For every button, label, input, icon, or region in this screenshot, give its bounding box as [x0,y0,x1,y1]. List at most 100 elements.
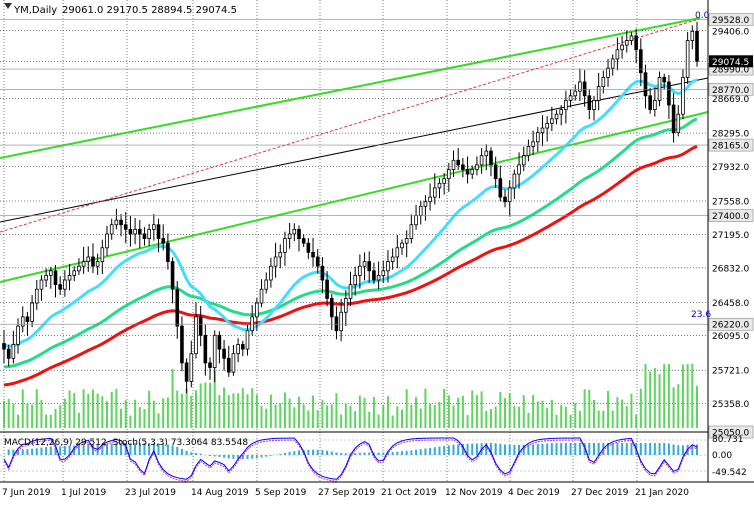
candle-body [447,169,450,178]
volume-bar [443,389,445,428]
volume-bar [232,393,234,428]
candle-body [68,275,71,280]
macd-hist-bar [279,454,281,455]
macd-hist-bar [537,444,539,455]
volume-bar [406,389,408,428]
candle-body [691,31,694,40]
macd-hist-bar [663,443,665,455]
volume-bar [181,394,183,428]
volume-bar [218,395,220,428]
candle-body [166,243,169,261]
candle-body [63,280,66,289]
candle-body [321,266,324,280]
candle-body [349,285,352,299]
macd-hist-bar [359,453,361,455]
volume-bar [612,411,614,428]
volume-bar [8,399,10,428]
volume-bar [195,390,197,428]
y-tick-label: 28295.0 [712,130,749,140]
volume-bar [228,395,230,428]
volume-bar [223,388,225,428]
volume-bar [635,415,637,428]
volume-bar [485,411,487,428]
candle-body [302,239,305,244]
volume-bar [69,390,71,428]
volume-bar [659,374,661,428]
macd-hist-bar [40,448,42,455]
candle-body [78,266,81,271]
macd-hist-bar [261,455,263,457]
macd-hist-bar [8,449,10,455]
candle-body [541,128,544,133]
macd-hist-bar [654,443,656,455]
candle-body [560,110,563,115]
candle-body [209,363,212,368]
candle-body [7,349,10,358]
macd-hist-bar [659,443,661,455]
candle-body [550,119,553,124]
candle-body [265,280,268,289]
candle-body [171,262,174,290]
candle-body [138,229,141,234]
candle-body [476,165,479,170]
candle-body [461,165,464,170]
level-label: 27400.0 [712,212,749,222]
candle-body [677,114,680,132]
candle-body [148,229,151,238]
y-tick-label: 27932.0 [712,163,749,173]
candle-body [377,275,380,280]
volume-bar [518,407,520,428]
volume-bar [162,398,164,428]
candle-body [21,317,24,326]
candle-body [424,202,427,207]
macd-hist-bar [354,453,356,455]
volume-bar [115,389,117,428]
macd-hist-bar [218,455,220,457]
candle-body [307,243,310,252]
candle-body [45,275,48,280]
volume-bar [17,415,19,428]
candle-body [649,96,652,110]
macd-hist-bar [382,452,384,455]
candle-body [611,59,614,68]
volume-bar [153,401,155,428]
volume-bar [45,415,47,428]
candle-body [354,275,357,284]
macd-hist-bar [298,451,300,455]
volume-bar [541,401,543,428]
volume-bar [172,369,174,428]
macd-hist-bar [630,443,632,455]
macd-hist-bar [640,443,642,455]
volume-bar [560,405,562,428]
candle-body [508,188,511,202]
candle-body [564,100,567,109]
volume-bar [579,411,581,428]
x-tick-label: 12 Nov 2019 [445,488,503,498]
volume-bar [289,399,291,428]
macd-hist-bar [368,453,370,455]
volume-bar [73,393,75,428]
macd-hist-bar [471,444,473,455]
volume-bar [354,411,356,428]
x-tick-label: 27 Dec 2019 [571,488,629,498]
volume-bar [129,416,131,428]
macd-hist-bar [284,453,286,455]
candle-body [630,36,633,41]
volume-bar [551,400,553,428]
volume-bar [143,409,145,428]
x-tick-label: 7 Jun 2019 [2,488,51,498]
candle-body [522,156,525,165]
candle-body [26,317,29,322]
volume-bar [584,389,586,428]
candle-body [269,266,272,280]
y-tick-label: 25358.0 [712,400,749,410]
volume-bar [167,398,169,428]
candle-body [274,257,277,266]
volume-bar [378,415,380,428]
volume-bar [120,409,122,428]
volume-bar [50,415,52,428]
macd-hist-bar [434,447,436,455]
macd-hist-bar [392,452,394,455]
